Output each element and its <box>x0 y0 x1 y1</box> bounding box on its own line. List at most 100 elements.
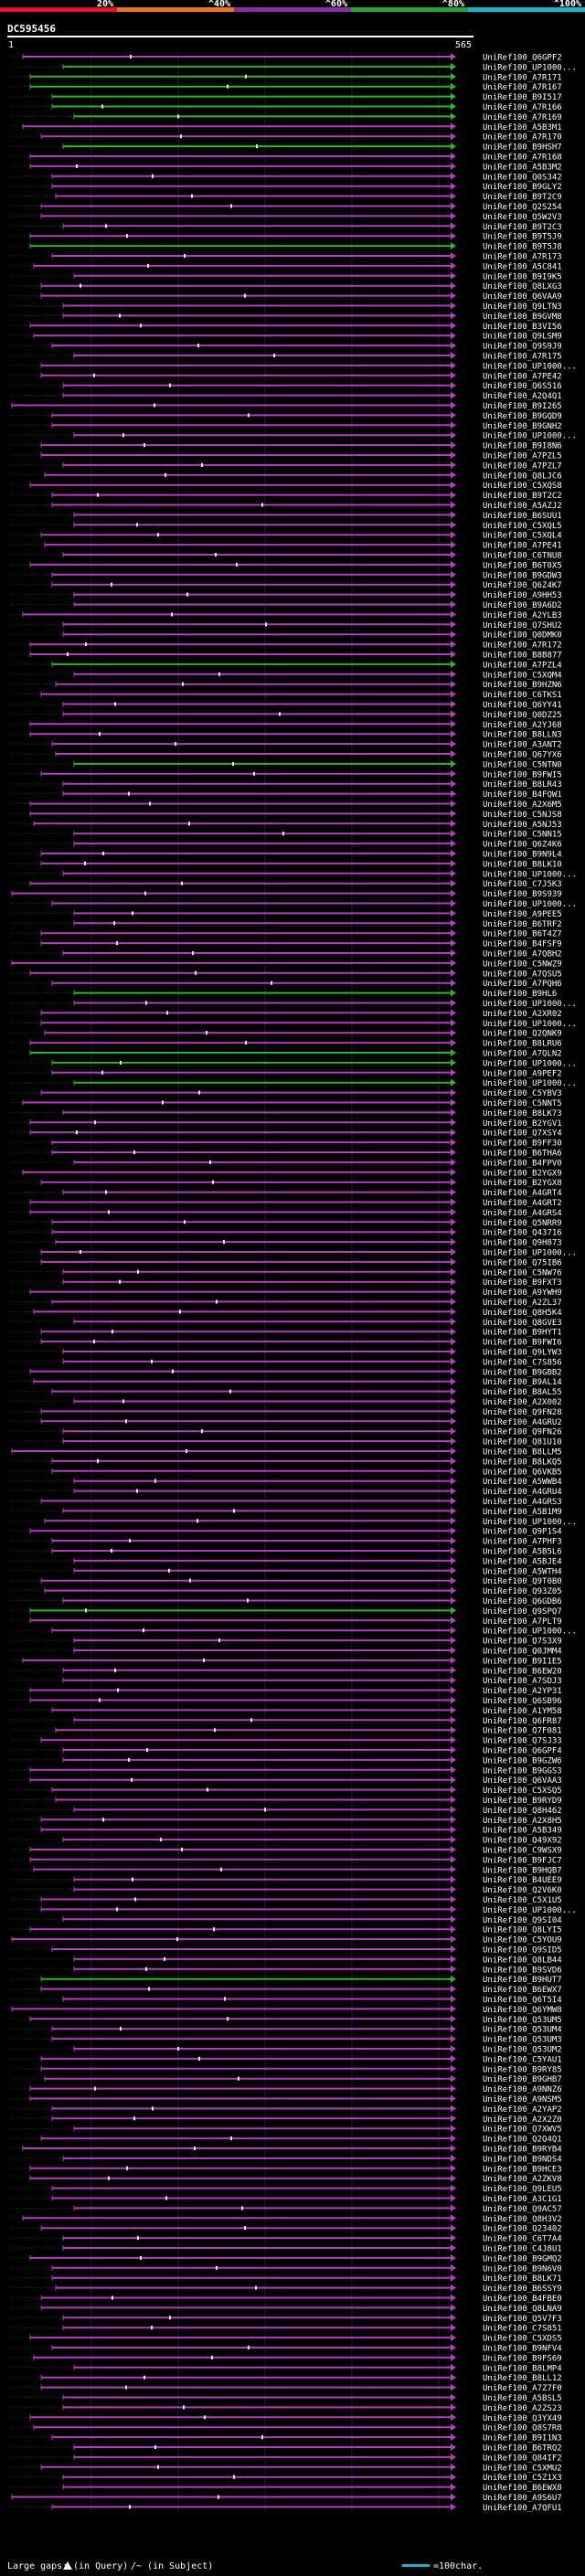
hit-label[interactable]: UniRef100_B8LL12 <box>483 2374 562 2383</box>
hit-label[interactable]: UniRef100_B9I517 <box>483 93 562 102</box>
hit-label[interactable]: UniRef100_A2ZKV8 <box>483 2175 562 2184</box>
hit-label[interactable]: UniRef100_UP1000... <box>483 1000 577 1009</box>
hit-label[interactable]: UniRef100_UP1000... <box>483 63 577 72</box>
hit-label[interactable]: UniRef100_A5B5L6 <box>483 1548 562 1557</box>
hit-label[interactable]: UniRef100_UP1000... <box>483 1906 577 1915</box>
hit-label[interactable]: UniRef100_A7R173 <box>483 253 562 262</box>
hit-label[interactable]: UniRef100_Q6GDB6 <box>483 1597 562 1606</box>
hit-label[interactable]: UniRef100_A7R175 <box>483 353 562 362</box>
hit-label[interactable]: UniRef100_A2Q4Q1 <box>483 392 562 401</box>
hit-label[interactable]: UniRef100_A5AZJ2 <box>483 502 562 511</box>
hit-label[interactable]: UniRef100_B8LK71 <box>483 2274 562 2284</box>
hit-label[interactable]: UniRef100_A2YAP2 <box>483 2105 562 2115</box>
hit-label[interactable]: UniRef100_A7PE42 <box>483 372 562 381</box>
hit-label[interactable]: UniRef100_A4GRU2 <box>483 1418 562 1427</box>
hit-label[interactable]: UniRef100_Q6FR87 <box>483 1717 562 1726</box>
hit-label[interactable]: UniRef100_B9T5J8 <box>483 243 562 252</box>
hit-label[interactable]: UniRef100_C7J5K3 <box>483 880 562 889</box>
hit-label[interactable]: UniRef100_B9T2C9 <box>483 193 562 202</box>
hit-label[interactable]: UniRef100_B9I1E5 <box>483 1657 562 1666</box>
hit-label[interactable]: UniRef100_Q7XSY4 <box>483 1129 562 1139</box>
hit-label[interactable]: UniRef100_A7PLT9 <box>483 1617 562 1627</box>
hit-label[interactable]: UniRef100_C6TKS1 <box>483 691 562 700</box>
hit-label[interactable]: UniRef100_A4GRS4 <box>483 1209 562 1218</box>
hit-label[interactable]: UniRef100_C5XQM4 <box>483 671 562 680</box>
hit-label[interactable]: UniRef100_C5X1U5 <box>483 1896 562 1905</box>
hit-label[interactable]: UniRef100_Q9T0B0 <box>483 1577 562 1586</box>
hit-label[interactable]: UniRef100_UP1000... <box>483 1059 577 1068</box>
hit-label[interactable]: UniRef100_Q6Z4K7 <box>483 581 562 590</box>
hit-label[interactable]: UniRef100_Q8S7R8 <box>483 2424 562 2433</box>
hit-label[interactable]: UniRef100_B9FWI5 <box>483 770 562 779</box>
hit-label[interactable]: UniRef100_A9PEF2 <box>483 1069 562 1078</box>
hit-label[interactable]: UniRef100_A1YM58 <box>483 1707 562 1716</box>
hit-label[interactable]: UniRef100_B9FWI6 <box>483 1339 562 1348</box>
hit-label[interactable]: UniRef100_C5YOU9 <box>483 1936 562 1945</box>
hit-label[interactable]: UniRef100_C6T7A4 <box>483 2235 562 2244</box>
hit-label[interactable]: UniRef100_B2YGX8 <box>483 1179 562 1188</box>
hit-label[interactable]: UniRef100_Q6VAA9 <box>483 292 562 302</box>
hit-label[interactable]: UniRef100_C5NNT5 <box>483 1099 562 1108</box>
hit-label[interactable]: UniRef100_UP1000... <box>483 1627 577 1637</box>
hit-label[interactable]: UniRef100_Q9SI04 <box>483 1916 562 1925</box>
hit-label[interactable]: UniRef100_Q9FN26 <box>483 1428 562 1437</box>
hit-label[interactable]: UniRef100_B9N9L4 <box>483 851 562 860</box>
hit-label[interactable]: UniRef100_B4FPV0 <box>483 1159 562 1168</box>
hit-label[interactable]: UniRef100_B9FXT3 <box>483 1278 562 1288</box>
hit-label[interactable]: UniRef100_B8LR43 <box>483 780 562 790</box>
hit-label[interactable]: UniRef100_Q3YX49 <box>483 2414 562 2423</box>
hit-label[interactable]: UniRef100_B8LMP4 <box>483 2364 562 2373</box>
hit-label[interactable]: UniRef100_B9HYT1 <box>483 1329 562 1338</box>
hit-label[interactable]: UniRef100_B9I9K5 <box>483 272 562 281</box>
hit-label[interactable]: UniRef100_B9I8N6 <box>483 442 562 451</box>
hit-label[interactable]: UniRef100_B6T0X5 <box>483 561 562 570</box>
hit-label[interactable]: UniRef100_B9GMQ2 <box>483 2254 562 2263</box>
hit-label[interactable]: UniRef100_C5NN15 <box>483 831 562 840</box>
hit-label[interactable]: UniRef100_B6THA6 <box>483 1150 562 1159</box>
hit-label[interactable]: UniRef100_Q81U10 <box>483 1438 562 1447</box>
hit-label[interactable]: UniRef100_B8AL55 <box>483 1388 562 1397</box>
hit-label[interactable]: UniRef100_C9WSX9 <box>483 1847 562 1856</box>
hit-label[interactable]: UniRef100_Q8GVE3 <box>483 1319 562 1328</box>
hit-label[interactable]: UniRef100_C4J8U1 <box>483 2245 562 2254</box>
hit-label[interactable]: UniRef100_Q6VKB5 <box>483 1468 562 1477</box>
hit-label[interactable]: UniRef100_B9GZW6 <box>483 1756 562 1765</box>
hit-label[interactable]: UniRef100_A7R170 <box>483 133 562 143</box>
hit-label[interactable]: UniRef100_Q6YMW8 <box>483 2006 562 2015</box>
hit-label[interactable]: UniRef100_Q5V7F3 <box>483 2315 562 2324</box>
hit-label[interactable]: UniRef100_A5BJE4 <box>483 1557 562 1566</box>
hit-label[interactable]: UniRef100_A7R171 <box>483 73 562 82</box>
hit-label[interactable]: UniRef100_A7R166 <box>483 103 562 112</box>
hit-label[interactable]: UniRef100_B9HQB7 <box>483 1866 562 1875</box>
hit-label[interactable]: UniRef100_A7R167 <box>483 83 562 92</box>
hit-label[interactable]: UniRef100_A7QBH2 <box>483 950 562 959</box>
hit-label[interactable]: UniRef100_A5B3M1 <box>483 123 562 133</box>
hit-label[interactable]: UniRef100_B9RYD9 <box>483 1797 562 1806</box>
hit-label[interactable]: UniRef100_Q6S516 <box>483 382 562 391</box>
hit-label[interactable]: UniRef100_C7S856 <box>483 1358 562 1367</box>
hit-label[interactable]: UniRef100_B3VI56 <box>483 323 562 332</box>
hit-label[interactable]: UniRef100_B6EWX7 <box>483 1986 562 1995</box>
hit-label[interactable]: UniRef100_C5XSQ5 <box>483 1786 562 1796</box>
hit-label[interactable]: UniRef100_Q9H873 <box>483 1239 562 1248</box>
hit-label[interactable]: UniRef100_C5NJS8 <box>483 811 562 820</box>
hit-label[interactable]: UniRef100_Q7SHU2 <box>483 621 562 631</box>
hit-label[interactable]: UniRef100_A9NSM5 <box>483 2095 562 2104</box>
hit-label[interactable]: UniRef100_A7PZL4 <box>483 661 562 670</box>
hit-label[interactable]: UniRef100_Q0DZ25 <box>483 711 562 720</box>
hit-label[interactable]: UniRef100_Q9FN28 <box>483 1408 562 1417</box>
hit-label[interactable]: UniRef100_Q67YX6 <box>483 751 562 760</box>
hit-label[interactable]: UniRef100_A7PQH6 <box>483 980 562 989</box>
hit-label[interactable]: UniRef100_A7QFU1 <box>483 2504 562 2513</box>
hit-label[interactable]: UniRef100_B4UEE9 <box>483 1876 562 1885</box>
hit-label[interactable]: UniRef100_A7SDJ3 <box>483 1677 562 1686</box>
hit-label[interactable]: UniRef100_UP1000... <box>483 1079 577 1088</box>
hit-label[interactable]: UniRef100_B9FF30 <box>483 1140 562 1149</box>
hit-label[interactable]: UniRef100_B9S939 <box>483 890 562 899</box>
hit-label[interactable]: UniRef100_C5Z1X3 <box>483 2474 562 2483</box>
hit-label[interactable]: UniRef100_B9RY85 <box>483 2065 562 2074</box>
hit-label[interactable]: UniRef100_B6EWX8 <box>483 2484 562 2493</box>
hit-label[interactable]: UniRef100_A7PZL5 <box>483 452 562 461</box>
hit-label[interactable]: UniRef100_A2YLB3 <box>483 611 562 620</box>
hit-label[interactable]: UniRef100_B9SVD6 <box>483 1966 562 1975</box>
